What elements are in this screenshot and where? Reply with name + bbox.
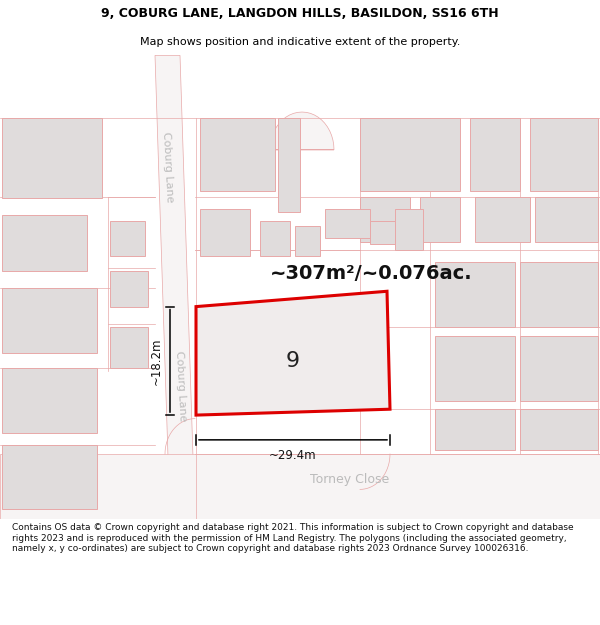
Bar [360, 118, 460, 191]
Text: ~18.2m: ~18.2m [149, 337, 163, 384]
Bar [420, 197, 460, 242]
Bar [520, 262, 598, 327]
Text: 9: 9 [285, 351, 299, 371]
Text: ~307m²/~0.076ac.: ~307m²/~0.076ac. [270, 264, 473, 283]
Bar [2, 368, 97, 432]
Bar [520, 336, 598, 401]
Bar [110, 221, 145, 256]
Bar [530, 118, 598, 191]
Bar [370, 221, 395, 244]
Bar [200, 118, 275, 191]
Polygon shape [196, 291, 390, 415]
Text: Coburg Lane: Coburg Lane [174, 350, 188, 421]
Bar [520, 409, 598, 451]
Bar [278, 118, 300, 212]
Bar [2, 214, 87, 271]
Polygon shape [155, 56, 195, 519]
Bar [260, 221, 290, 256]
Polygon shape [270, 112, 334, 150]
Bar [2, 118, 102, 198]
Bar [475, 197, 530, 242]
Polygon shape [0, 454, 600, 519]
Bar [535, 197, 598, 242]
Text: 9, COBURG LANE, LANGDON HILLS, BASILDON, SS16 6TH: 9, COBURG LANE, LANGDON HILLS, BASILDON,… [101, 8, 499, 21]
Bar [200, 209, 250, 256]
Bar [470, 118, 520, 191]
Bar [360, 197, 410, 242]
Bar [435, 262, 515, 327]
Bar [2, 444, 97, 509]
Bar [110, 327, 148, 368]
Bar [2, 288, 97, 352]
Bar [325, 209, 370, 238]
Bar [435, 336, 515, 401]
Bar [395, 209, 423, 250]
Text: ~29.4m: ~29.4m [269, 449, 317, 462]
Text: Map shows position and indicative extent of the property.: Map shows position and indicative extent… [140, 37, 460, 47]
Text: Contains OS data © Crown copyright and database right 2021. This information is : Contains OS data © Crown copyright and d… [12, 523, 574, 553]
Text: Torney Close: Torney Close [310, 474, 389, 486]
Text: Coburg Lane: Coburg Lane [161, 132, 175, 203]
Bar [110, 271, 148, 307]
Bar [295, 226, 320, 256]
Bar [435, 409, 515, 451]
